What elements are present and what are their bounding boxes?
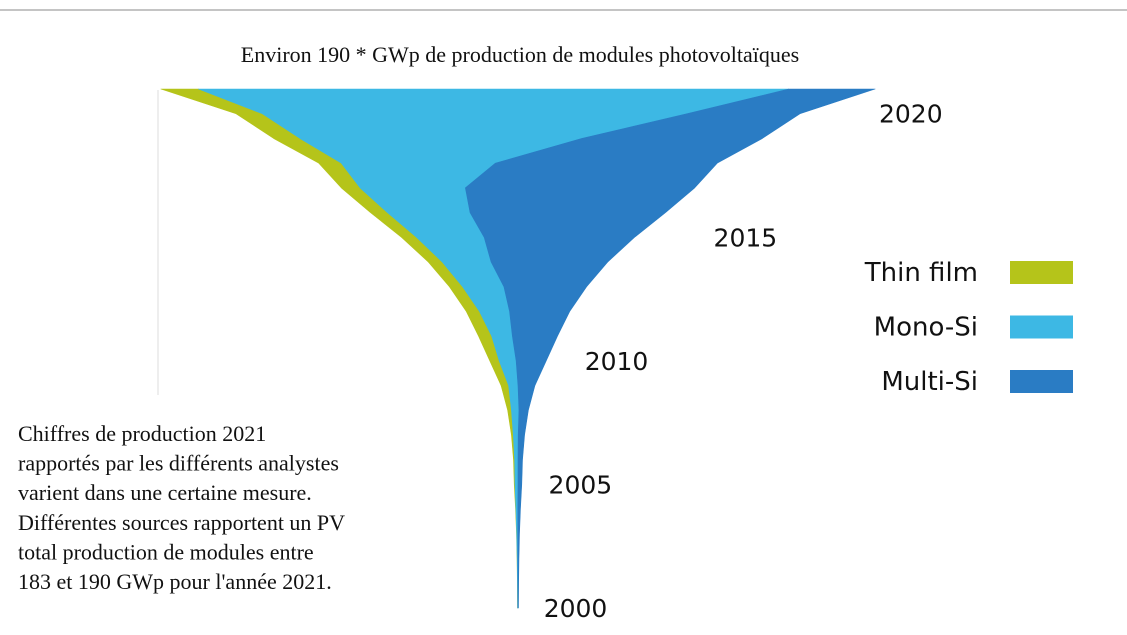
annotation-line: rapportés par les différents analystes [18, 451, 339, 476]
year-label: 2010 [585, 347, 649, 376]
legend-label: Multi-Si [881, 367, 978, 397]
legend-swatch [1010, 261, 1073, 284]
annotation-line: Différentes sources rapportent un PV [18, 510, 345, 535]
year-label: 2005 [549, 470, 613, 499]
year-label: 2000 [544, 594, 608, 623]
legend-label: Thin film [864, 258, 978, 288]
areas [160, 88, 876, 609]
chart-title: Environ 190 * GWp de production de modul… [241, 42, 799, 67]
year-label: 2020 [879, 100, 943, 129]
area [465, 88, 876, 609]
annotation-line: 183 et 190 GWp pour l'année 2021. [18, 569, 332, 594]
legend-swatch [1010, 315, 1073, 339]
annotation-line: total production de modules entre [18, 539, 314, 564]
year-labels: 2000 2005 2010 2015 2020 [544, 100, 943, 623]
annotation: Chiffres de production 2021 rapportés par… [18, 421, 345, 594]
annotation-line: varient dans une certaine mesure. [18, 480, 312, 505]
legend-label: Mono-Si [874, 313, 978, 343]
year-label: 2015 [714, 223, 778, 252]
annotation-line: Chiffres de production 2021 [18, 421, 266, 446]
legend-swatch [1010, 370, 1073, 393]
legend: Thin film Mono-Si Multi-Si [864, 258, 1073, 397]
